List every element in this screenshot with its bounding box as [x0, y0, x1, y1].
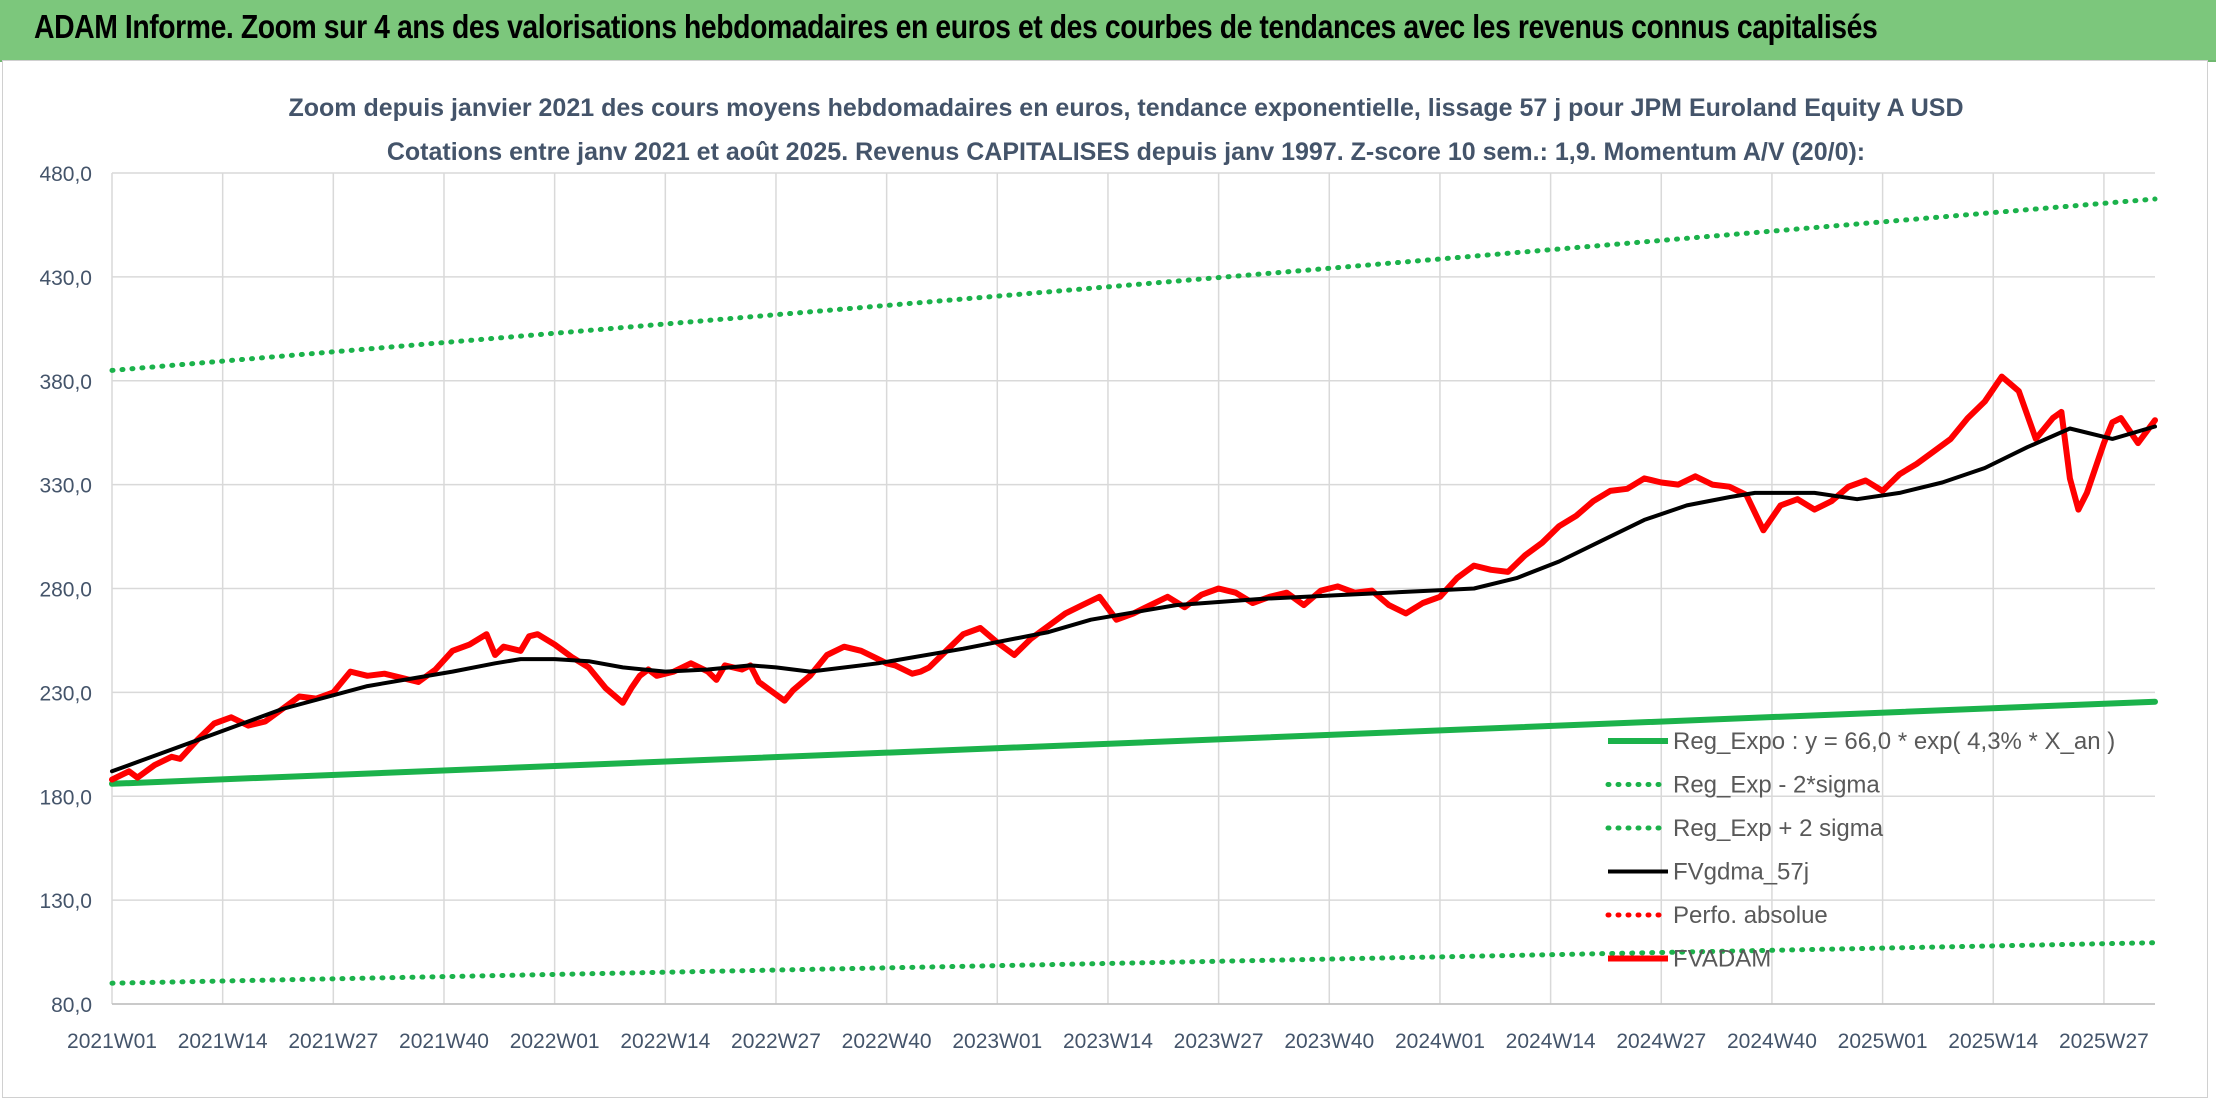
x-tick-label: 2024W01: [1395, 1030, 1485, 1053]
series-line-reg-exp-2-sigma: [109, 940, 2158, 986]
x-tick-label: 2024W27: [1616, 1030, 1706, 1053]
y-tick-label: 280,0: [39, 579, 92, 602]
report-title: ADAM Informe. Zoom sur 4 ans des valoris…: [34, 8, 1878, 45]
y-tick-label: 80,0: [51, 994, 92, 1017]
x-tick-label: 2025W27: [2059, 1030, 2149, 1053]
series-line-reg-exp-2-sigma: [109, 196, 2158, 373]
x-tick-label: 2023W40: [1284, 1030, 1374, 1053]
legend-label: FVgdma_57j: [1673, 859, 1809, 886]
x-tick-label: 2022W27: [731, 1030, 821, 1053]
x-tick-label: 2021W14: [178, 1030, 268, 1053]
legend-label: Perfo. absolue: [1673, 902, 1828, 929]
chart-area: [2, 60, 2208, 1098]
series-line-fvgdma-57j: [110, 424, 2157, 774]
x-tick-label: 2023W01: [952, 1030, 1042, 1053]
series-line-reg-expo-y-66-0-exp-4-3-x-an: [109, 698, 2158, 787]
header-bar: ADAM Informe. Zoom sur 4 ans des valoris…: [0, 0, 2216, 62]
x-axis-ticks: 2021W01 2021W14 2021W27 2021W40 2022W01 2022W…: [67, 1030, 2149, 1053]
y-tick-label: 480,0: [39, 163, 92, 186]
chart-subtitle: Cotations entre janv 2021 et août 2025. …: [387, 138, 1865, 166]
legend-label: Reg_Exp - 2*sigma: [1673, 772, 1880, 799]
x-tick-label: 2021W27: [288, 1030, 378, 1053]
series-line-fvadam: [109, 373, 2158, 783]
series-lines: [109, 196, 2158, 986]
legend-label: FVADAM: [1673, 946, 1771, 973]
x-tick-label: 2023W14: [1063, 1030, 1153, 1053]
y-tick-label: 180,0: [39, 786, 92, 809]
legend-label: Reg_Expo : y = 66,0 * exp( 4,3% * X_an ): [1673, 728, 2115, 755]
x-tick-label: 2021W01: [67, 1030, 157, 1053]
legend: Reg_Expo : y = 66,0 * exp( 4,3% * X_an )…: [1605, 728, 2115, 973]
legend-label: Reg_Exp + 2 sigma: [1673, 815, 1884, 842]
x-tick-label: 2025W14: [1948, 1030, 2038, 1053]
y-tick-label: 380,0: [39, 371, 92, 394]
x-tick-label: 2022W40: [842, 1030, 932, 1053]
y-tick-label: 130,0: [39, 890, 92, 913]
x-tick-label: 2021W40: [399, 1030, 489, 1053]
x-tick-label: 2022W01: [510, 1030, 600, 1053]
y-axis-ticks: 80,0 130,0 180,0 230,0 280,0 330,0 380,0 430,0 4…: [39, 163, 92, 1017]
x-tick-label: 2023W27: [1174, 1030, 1264, 1053]
x-tick-label: 2024W40: [1727, 1030, 1817, 1053]
y-tick-label: 430,0: [39, 267, 92, 290]
y-tick-label: 230,0: [39, 682, 92, 705]
grid-lines: [111, 172, 2155, 1005]
y-tick-label: 330,0: [39, 475, 92, 498]
x-tick-label: 2025W01: [1838, 1030, 1928, 1053]
x-tick-label: 2022W14: [620, 1030, 710, 1053]
x-tick-label: 2024W14: [1506, 1030, 1596, 1053]
chart-title: Zoom depuis janvier 2021 des cours moyen…: [288, 94, 1963, 122]
